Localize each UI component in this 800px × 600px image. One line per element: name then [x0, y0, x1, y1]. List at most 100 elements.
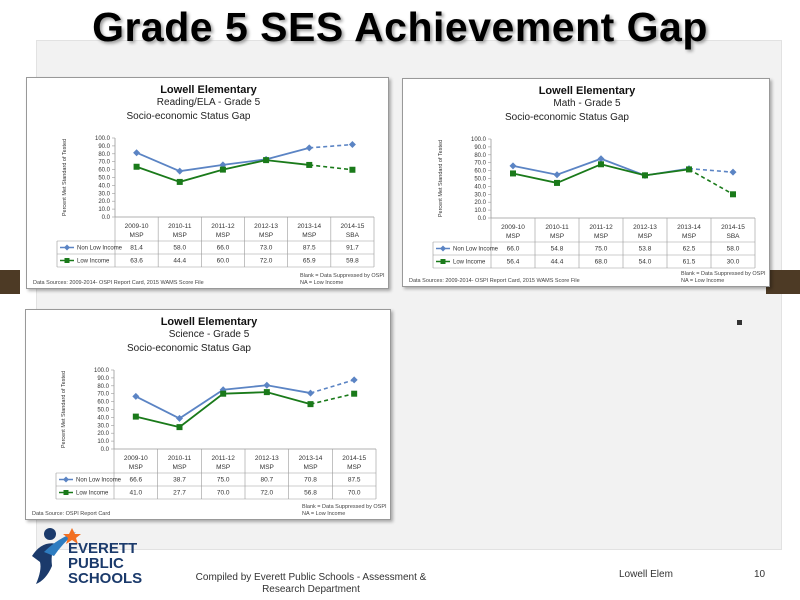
y-axis-label: Percent Met Standard of Tested — [62, 139, 68, 216]
x-category-test: MSP — [216, 464, 230, 471]
y-tick-label: 0.0 — [478, 216, 487, 222]
chart-school-title: Lowell Elementary — [160, 84, 257, 96]
suppression-note: Blank = Data Suppressed by OSPI — [300, 273, 385, 279]
star-icon — [63, 528, 81, 544]
data-value-label: 58.0 — [173, 245, 186, 252]
data-point-low-income — [219, 166, 226, 173]
y-tick-label: 20.0 — [98, 199, 110, 205]
data-value-label: 81.4 — [130, 245, 143, 252]
chart-school-title: Lowell Elementary — [161, 316, 258, 328]
data-point-non-low-income — [305, 144, 313, 152]
y-tick-label: 20.0 — [474, 200, 486, 206]
data-point-low-income — [554, 179, 560, 186]
y-tick-label: 70.0 — [98, 160, 110, 166]
page-number: 10 — [754, 569, 766, 580]
y-tick-label: 10.0 — [474, 208, 486, 214]
x-category-test: MSP — [594, 233, 608, 240]
data-value-label: 41.0 — [130, 490, 143, 497]
x-category-test: SBA — [346, 232, 360, 239]
chart-panel-reading: Lowell Elementary Reading/ELA - Grade 5 So… — [26, 77, 389, 289]
y-tick-label: 80.0 — [474, 153, 486, 159]
legend-marker-square — [64, 258, 70, 263]
data-value-label: 27.7 — [173, 490, 186, 497]
chart-plot-title: Socio-economic Status Gap — [127, 111, 251, 122]
data-point-low-income — [176, 424, 183, 431]
data-point-low-income — [220, 390, 227, 397]
y-tick-label: 60.0 — [97, 400, 109, 406]
na-note: NA = Low Income — [302, 511, 345, 517]
data-value-label: 56.4 — [507, 259, 520, 266]
data-point-low-income — [686, 166, 692, 173]
x-category-test: MSP — [173, 232, 187, 239]
chart-school-title: Lowell Elementary — [539, 85, 636, 97]
y-tick-label: 90.0 — [97, 376, 109, 382]
legend-marker-square — [63, 490, 69, 495]
data-value-label: 65.9 — [303, 258, 316, 265]
data-point-non-low-income — [176, 167, 184, 175]
y-tick-label: 40.0 — [98, 183, 110, 189]
logo-figure-head — [44, 528, 56, 540]
y-tick-label: 100.0 — [95, 136, 111, 142]
series-dashed-non-low-income — [309, 143, 353, 149]
x-category-test: MSP — [259, 232, 273, 239]
y-tick-label: 60.0 — [98, 168, 110, 174]
data-source-note: Data Source: OSPI Report Card — [32, 511, 110, 517]
data-point-low-income — [730, 191, 736, 198]
x-category-year: 2014-15 — [342, 455, 366, 462]
data-value-label: 66.0 — [507, 246, 520, 253]
data-point-low-income — [510, 170, 516, 177]
y-tick-label: 90.0 — [98, 144, 110, 150]
data-point-low-income — [642, 172, 648, 179]
x-category-test: MSP — [550, 233, 564, 240]
logo-text-schools: SCHOOLS — [68, 570, 142, 586]
y-tick-label: 0.0 — [102, 215, 111, 221]
data-value-label: 60.0 — [217, 258, 230, 265]
data-point-low-income — [176, 178, 183, 185]
y-tick-label: 50.0 — [98, 176, 110, 182]
data-value-label: 68.0 — [595, 259, 608, 266]
y-tick-label: 70.0 — [474, 161, 486, 167]
data-value-label: 53.8 — [639, 246, 652, 253]
chart-plot-title: Socio-economic Status Gap — [505, 112, 629, 123]
data-value-label: 44.4 — [173, 258, 186, 265]
y-tick-label: 100.0 — [94, 368, 110, 374]
x-category-year: 2009-10 — [501, 224, 525, 231]
chart-subtitle: Reading/ELA - Grade 5 — [157, 97, 261, 108]
data-point-non-low-income — [509, 162, 517, 170]
data-value-label: 75.0 — [595, 246, 608, 253]
data-point-low-income — [598, 161, 604, 168]
data-value-label: 30.0 — [727, 259, 740, 266]
x-category-test: MSP — [303, 464, 317, 471]
data-point-low-income — [133, 163, 140, 170]
data-point-non-low-income — [348, 141, 356, 149]
data-value-label: 87.5 — [303, 245, 316, 252]
x-category-test: MSP — [302, 232, 316, 239]
data-value-label: 72.0 — [260, 258, 273, 265]
chart-plot-title: Socio-economic Status Gap — [127, 343, 251, 354]
y-tick-label: 40.0 — [474, 184, 486, 190]
y-tick-label: 10.0 — [97, 439, 109, 445]
data-point-low-income — [263, 157, 270, 164]
suppression-note: Blank = Data Suppressed by OSPI — [302, 504, 387, 510]
data-value-label: 73.0 — [260, 245, 273, 252]
chart-subtitle: Science - Grade 5 — [169, 329, 250, 340]
x-category-year: 2011-12 — [589, 224, 613, 231]
data-value-label: 62.5 — [683, 246, 696, 253]
data-point-non-low-income — [553, 171, 561, 179]
x-category-test: MSP — [129, 464, 143, 471]
series-dashed-low-income — [309, 164, 353, 171]
series-dashed-low-income — [688, 168, 734, 195]
y-tick-label: 0.0 — [101, 447, 110, 453]
data-value-label: 63.6 — [130, 258, 143, 265]
data-value-label: 70.0 — [348, 490, 361, 497]
x-category-test: MSP — [216, 232, 230, 239]
y-tick-label: 100.0 — [471, 137, 487, 143]
footer-compiled-by: Compiled by Everett Public Schools - Ass… — [195, 572, 427, 595]
data-value-label: 59.8 — [346, 258, 359, 265]
x-category-year: 2013-14 — [297, 223, 321, 230]
y-tick-label: 40.0 — [97, 415, 109, 421]
data-value-label: 38.7 — [173, 477, 186, 484]
x-category-test: SBA — [726, 233, 740, 240]
x-category-test: MSP — [260, 464, 274, 471]
